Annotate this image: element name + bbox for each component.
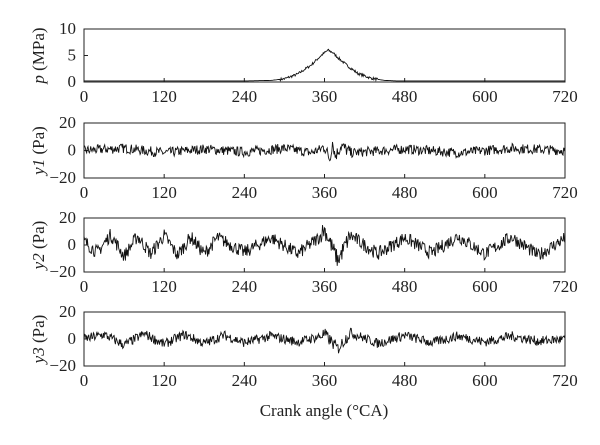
y-tick-label: 0 [68, 72, 77, 91]
x-tick-label: 360 [312, 183, 338, 202]
y-tick-label: 0 [68, 329, 77, 348]
y-tick-label: 20 [59, 113, 76, 132]
x-tick-label: 600 [472, 371, 498, 390]
y-tick-label: 20 [59, 302, 76, 321]
x-tick-label: 0 [80, 277, 89, 296]
series-line-y3 [83, 327, 566, 354]
y-axis-label-y3: y3 (Pa) [29, 315, 48, 366]
x-tick-label: 120 [151, 183, 177, 202]
x-tick-label: 0 [80, 87, 89, 106]
plot-frame-p [83, 28, 566, 83]
y-tick-label: −20 [49, 168, 76, 187]
x-tick-label: 120 [151, 87, 177, 106]
x-tick-label: 600 [472, 183, 498, 202]
series-line-p [84, 48, 565, 82]
y-axis-label-unit: (MPa) [29, 27, 48, 75]
x-tick-label: 720 [552, 277, 578, 296]
y-axis-label-variable: y1 [29, 159, 48, 177]
panel-p: 10 5 00 120 240 360 480 600 720 p (MPa) [29, 19, 578, 106]
x-tick-label: 480 [392, 277, 418, 296]
y-tick-label: 0 [68, 235, 77, 254]
x-tick-label: 120 [151, 277, 177, 296]
series-line-y2 [83, 225, 566, 266]
y-tick-label: 0 [68, 141, 77, 160]
x-tick-label: 600 [472, 87, 498, 106]
x-tick-label: 480 [392, 183, 418, 202]
y-axis-label-unit: (Pa) [29, 126, 48, 159]
y-axis-label-y2: y2 (Pa) [29, 221, 48, 272]
y-axis-label-variable: p [29, 75, 48, 85]
x-tick-label: 120 [151, 371, 177, 390]
x-tick-label: 240 [232, 87, 258, 106]
x-tick-label: 360 [312, 371, 338, 390]
x-tick-label: 360 [312, 277, 338, 296]
x-tick-label: 360 [312, 87, 338, 106]
x-tick-label: 240 [232, 183, 258, 202]
x-tick-label: 480 [392, 371, 418, 390]
y-axis-label-unit: (Pa) [29, 315, 48, 348]
y-axis-label-variable: y3 [29, 347, 48, 365]
x-tick-label: 720 [552, 183, 578, 202]
y-tick-label: 5 [68, 46, 77, 65]
y-tick-label: 20 [59, 208, 76, 227]
x-tick-label: 240 [232, 371, 258, 390]
x-tick-label: 720 [552, 87, 578, 106]
y-axis-label-unit: (Pa) [29, 221, 48, 254]
x-axis-label: Crank angle (°CA) [260, 401, 389, 420]
y-axis-label-y1: y1 (Pa) [29, 126, 48, 177]
x-tick-label: 600 [472, 277, 498, 296]
y-axis-label-p: p (MPa) [29, 27, 48, 84]
y-tick-label: 10 [59, 19, 76, 38]
series-line-y1 [83, 141, 566, 162]
x-tick-label: 0 [80, 371, 89, 390]
x-tick-label: 240 [232, 277, 258, 296]
y-tick-label: −20 [49, 262, 76, 281]
y-tick-label: −20 [49, 356, 76, 375]
x-tick-label: 720 [552, 371, 578, 390]
y-axis-label-variable: y2 [29, 253, 48, 272]
x-tick-label: 0 [80, 183, 89, 202]
x-tick-label: 480 [392, 87, 418, 106]
